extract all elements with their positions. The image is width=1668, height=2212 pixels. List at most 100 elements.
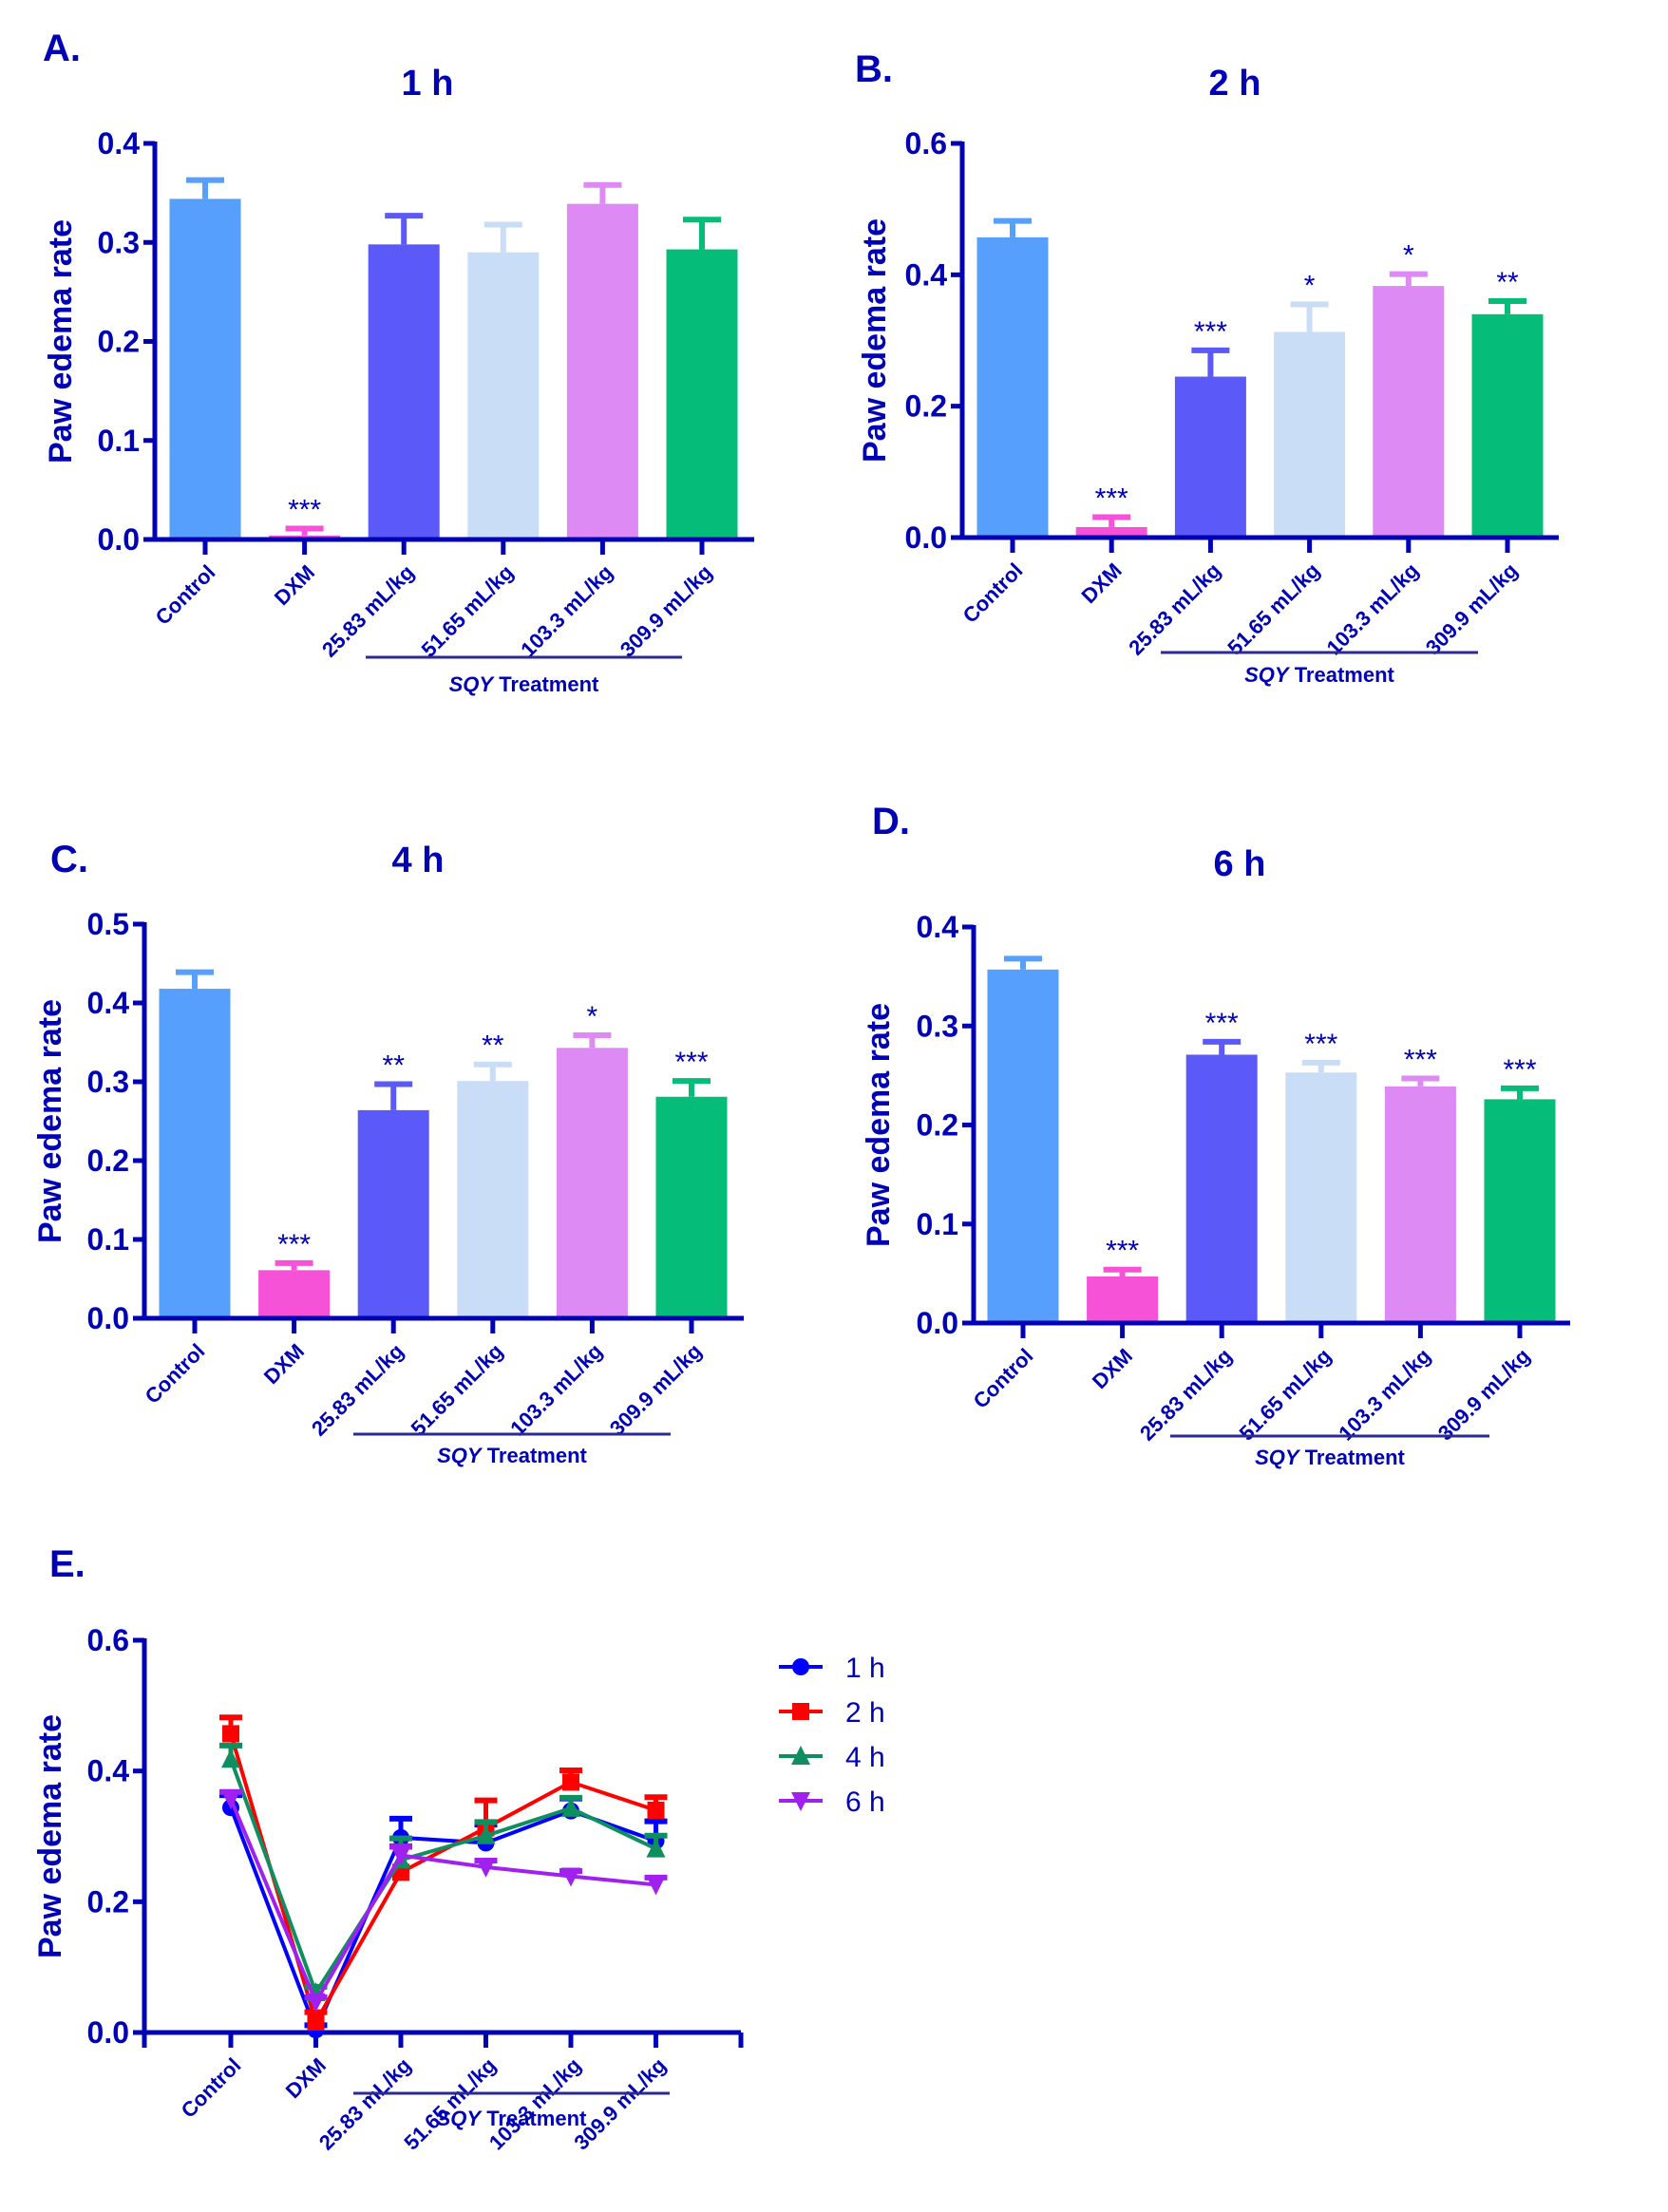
- bar: [1484, 1099, 1556, 1321]
- significance-marker: ***: [1503, 1054, 1536, 1086]
- x-tick-label: 103.3 mL/kg: [1322, 558, 1424, 660]
- data-point-triangle-up: [221, 1749, 240, 1768]
- bar: [987, 969, 1059, 1321]
- y-tick-label: 0.4: [905, 257, 948, 292]
- bar: [1075, 526, 1147, 536]
- y-axis-label: Paw edema rate: [861, 1003, 897, 1247]
- significance-marker: **: [482, 1030, 504, 1062]
- x-tick-label: 25.83 mL/kg: [1135, 1344, 1237, 1446]
- x-tick-label: 51.65 mL/kg: [1235, 1344, 1336, 1446]
- significance-marker: **: [383, 1049, 406, 1081]
- legend-label: 6 h: [845, 1787, 885, 1818]
- y-tick-label: 0.3: [87, 1065, 129, 1099]
- bar: [258, 1270, 331, 1316]
- data-point-triangle-down: [391, 1846, 410, 1866]
- significance-marker: ***: [1106, 1236, 1139, 1267]
- y-tick-label: 0.2: [87, 1884, 129, 1919]
- group-label-rest: Treatment: [1289, 663, 1395, 687]
- y-axis-label: Paw edema rate: [857, 218, 893, 463]
- legend-marker-square-icon: [792, 1703, 809, 1720]
- x-tick-label: 103.3 mL/kg: [1334, 1344, 1435, 1446]
- data-point-triangle-up: [476, 1824, 496, 1844]
- treatment-group-label: SQY Treatment: [1244, 663, 1394, 687]
- significance-marker: ***: [288, 495, 321, 526]
- significance-marker: ***: [277, 1229, 311, 1260]
- y-tick-label: 0.0: [98, 522, 140, 557]
- legend-item: 1 h: [779, 1653, 885, 1684]
- y-tick-label: 0.3: [917, 1009, 958, 1043]
- significance-marker: ***: [1095, 483, 1128, 515]
- bar: [357, 1109, 429, 1316]
- y-tick-label: 0.6: [905, 126, 947, 161]
- group-label-rest: Treatment: [482, 1444, 588, 1467]
- bar: [1384, 1086, 1456, 1321]
- y-axis-label: Paw edema rate: [32, 1714, 68, 1958]
- y-tick-label: 0.4: [87, 986, 130, 1020]
- panel-letter: B.: [855, 48, 893, 90]
- group-label-italic: SQY: [449, 672, 496, 696]
- bar: [467, 252, 540, 538]
- y-tick-label: 0.0: [87, 1301, 129, 1335]
- data-point-square: [307, 2013, 325, 2031]
- legend-item: 6 h: [779, 1787, 885, 1818]
- group-label-rest: Treatment: [1299, 1446, 1406, 1469]
- legend-label: 4 h: [845, 1742, 885, 1773]
- legend-label: 1 h: [845, 1653, 885, 1684]
- bar: [169, 199, 241, 538]
- treatment-group-label: SQY Treatment: [449, 672, 599, 696]
- x-tick-label: 309.9 mL/kg: [605, 1339, 707, 1441]
- bar: [1373, 286, 1445, 536]
- bar: [457, 1081, 529, 1316]
- bar: [269, 535, 341, 538]
- treatment-group-label: SQY Treatment: [437, 2107, 587, 2130]
- legend-item: 2 h: [779, 1697, 885, 1729]
- bar: [1174, 376, 1246, 536]
- series-line: [229, 1798, 656, 2007]
- y-tick-label: 0.2: [98, 325, 140, 359]
- treatment-group-label: SQY Treatment: [437, 1444, 587, 1467]
- data-point-triangle-down: [221, 1790, 240, 1810]
- significance-marker: ***: [1304, 1029, 1337, 1060]
- bar: [1185, 1054, 1258, 1321]
- y-tick-label: 0.1: [98, 424, 140, 458]
- x-tick-label: 25.83 mL/kg: [307, 1339, 408, 1441]
- group-label-rest: Treatment: [481, 2107, 587, 2130]
- significance-marker: *: [1403, 240, 1414, 272]
- data-point-square: [647, 1801, 665, 1819]
- y-tick-label: 0.0: [917, 1306, 958, 1340]
- x-tick-label: 309.9 mL/kg: [1421, 558, 1523, 660]
- data-point-triangle-down: [646, 1876, 666, 1896]
- legend-marker-circle-icon: [792, 1658, 809, 1675]
- treatment-group-label: SQY Treatment: [1255, 1446, 1405, 1469]
- panel-d-6h-bar-chart: *** *** *** *** *** D. 6 h Paw edema rate 0.0 0.1…: [861, 801, 1570, 1469]
- group-label-italic: SQY: [437, 1444, 483, 1467]
- x-tick-label: DXM: [281, 2053, 331, 2103]
- chart-title: 6 h: [1214, 844, 1266, 884]
- y-tick-label: 0.1: [917, 1207, 958, 1241]
- significance-marker: *: [587, 1001, 598, 1032]
- x-tick-label: DXM: [270, 560, 319, 610]
- data-point-triangle-up: [561, 1797, 580, 1817]
- y-tick-label: 0.0: [905, 520, 947, 555]
- bar: [976, 236, 1049, 536]
- x-tick-label: Control: [151, 560, 220, 630]
- y-tick-label: 0.6: [87, 1623, 129, 1657]
- x-tick-label: 309.9 mL/kg: [569, 2053, 671, 2155]
- x-tick-label: DXM: [1088, 1344, 1137, 1393]
- significance-marker: *: [1304, 270, 1316, 301]
- significance-marker: ***: [1194, 316, 1227, 348]
- panel-letter: A.: [43, 28, 81, 69]
- group-label-italic: SQY: [1255, 1446, 1301, 1469]
- chart-title: 2 h: [1209, 64, 1261, 104]
- bar: [1471, 313, 1544, 536]
- data-point-triangle-down: [476, 1858, 496, 1878]
- group-label-rest: Treatment: [493, 672, 599, 696]
- panel-a-1h-bar-chart: *** A. 1 h Paw edema rate 0.0 0.1 0.2 0.3 0.4 Con…: [43, 28, 754, 696]
- series-line: [229, 1758, 657, 1997]
- x-tick-label: Control: [969, 1344, 1038, 1413]
- y-tick-label: 0.5: [87, 907, 129, 941]
- x-tick-label: 309.9 mL/kg: [616, 560, 717, 662]
- data-point-square: [562, 1773, 579, 1791]
